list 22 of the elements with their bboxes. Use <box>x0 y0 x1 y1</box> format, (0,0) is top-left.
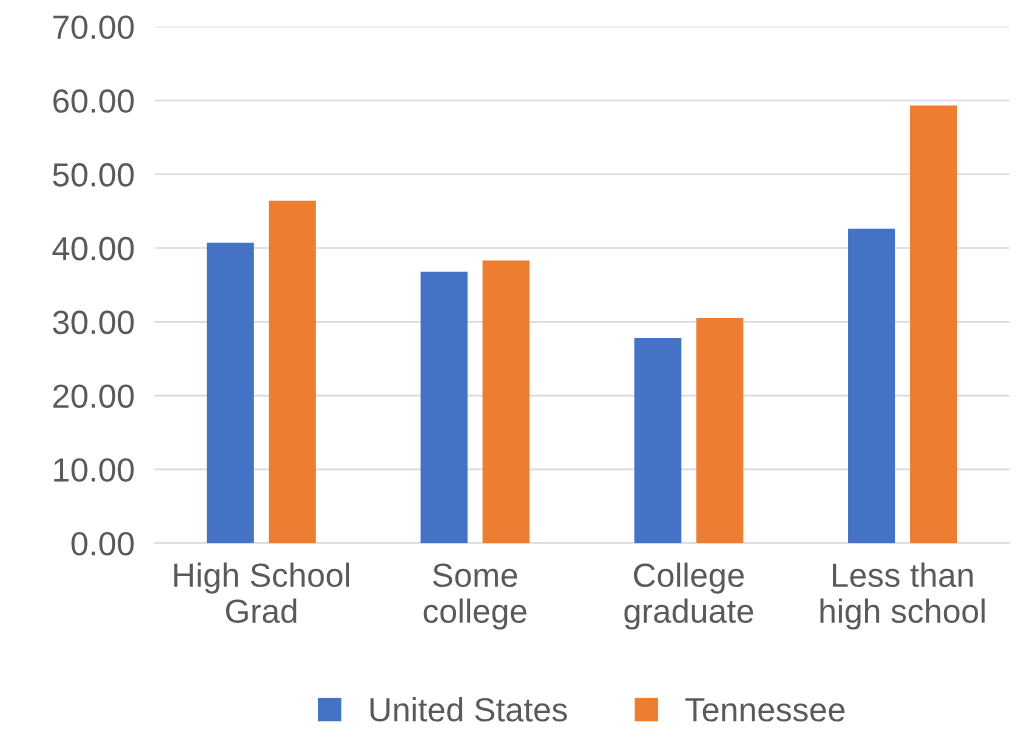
y-tick-label: 70.00 <box>53 15 134 40</box>
bar <box>910 105 958 544</box>
x-tick-label: Some college <box>423 563 527 630</box>
y-tick-label: 30.00 <box>52 310 134 335</box>
y-tick-label: 50.00 <box>52 163 134 187</box>
legend-label: United States <box>370 697 567 722</box>
x-tick-label: College graduate <box>624 562 754 630</box>
y-tick-label: 10.00 <box>54 458 134 482</box>
x-tick-label: Less than high school <box>820 562 985 630</box>
y-tick-label: 40.00 <box>52 236 134 261</box>
legend-label: Tennessee <box>685 698 845 722</box>
bar <box>420 271 468 544</box>
bar <box>482 260 530 544</box>
bar <box>206 242 254 544</box>
y-tick-label: 20.00 <box>53 384 134 408</box>
y-tick-label: 0.00 <box>71 531 134 556</box>
bar <box>848 228 896 544</box>
y-tick-label: 60.00 <box>53 89 134 113</box>
x-tick-label: High School Grad <box>174 562 350 623</box>
bar <box>634 338 682 544</box>
bar <box>696 318 744 544</box>
bar <box>268 200 316 544</box>
